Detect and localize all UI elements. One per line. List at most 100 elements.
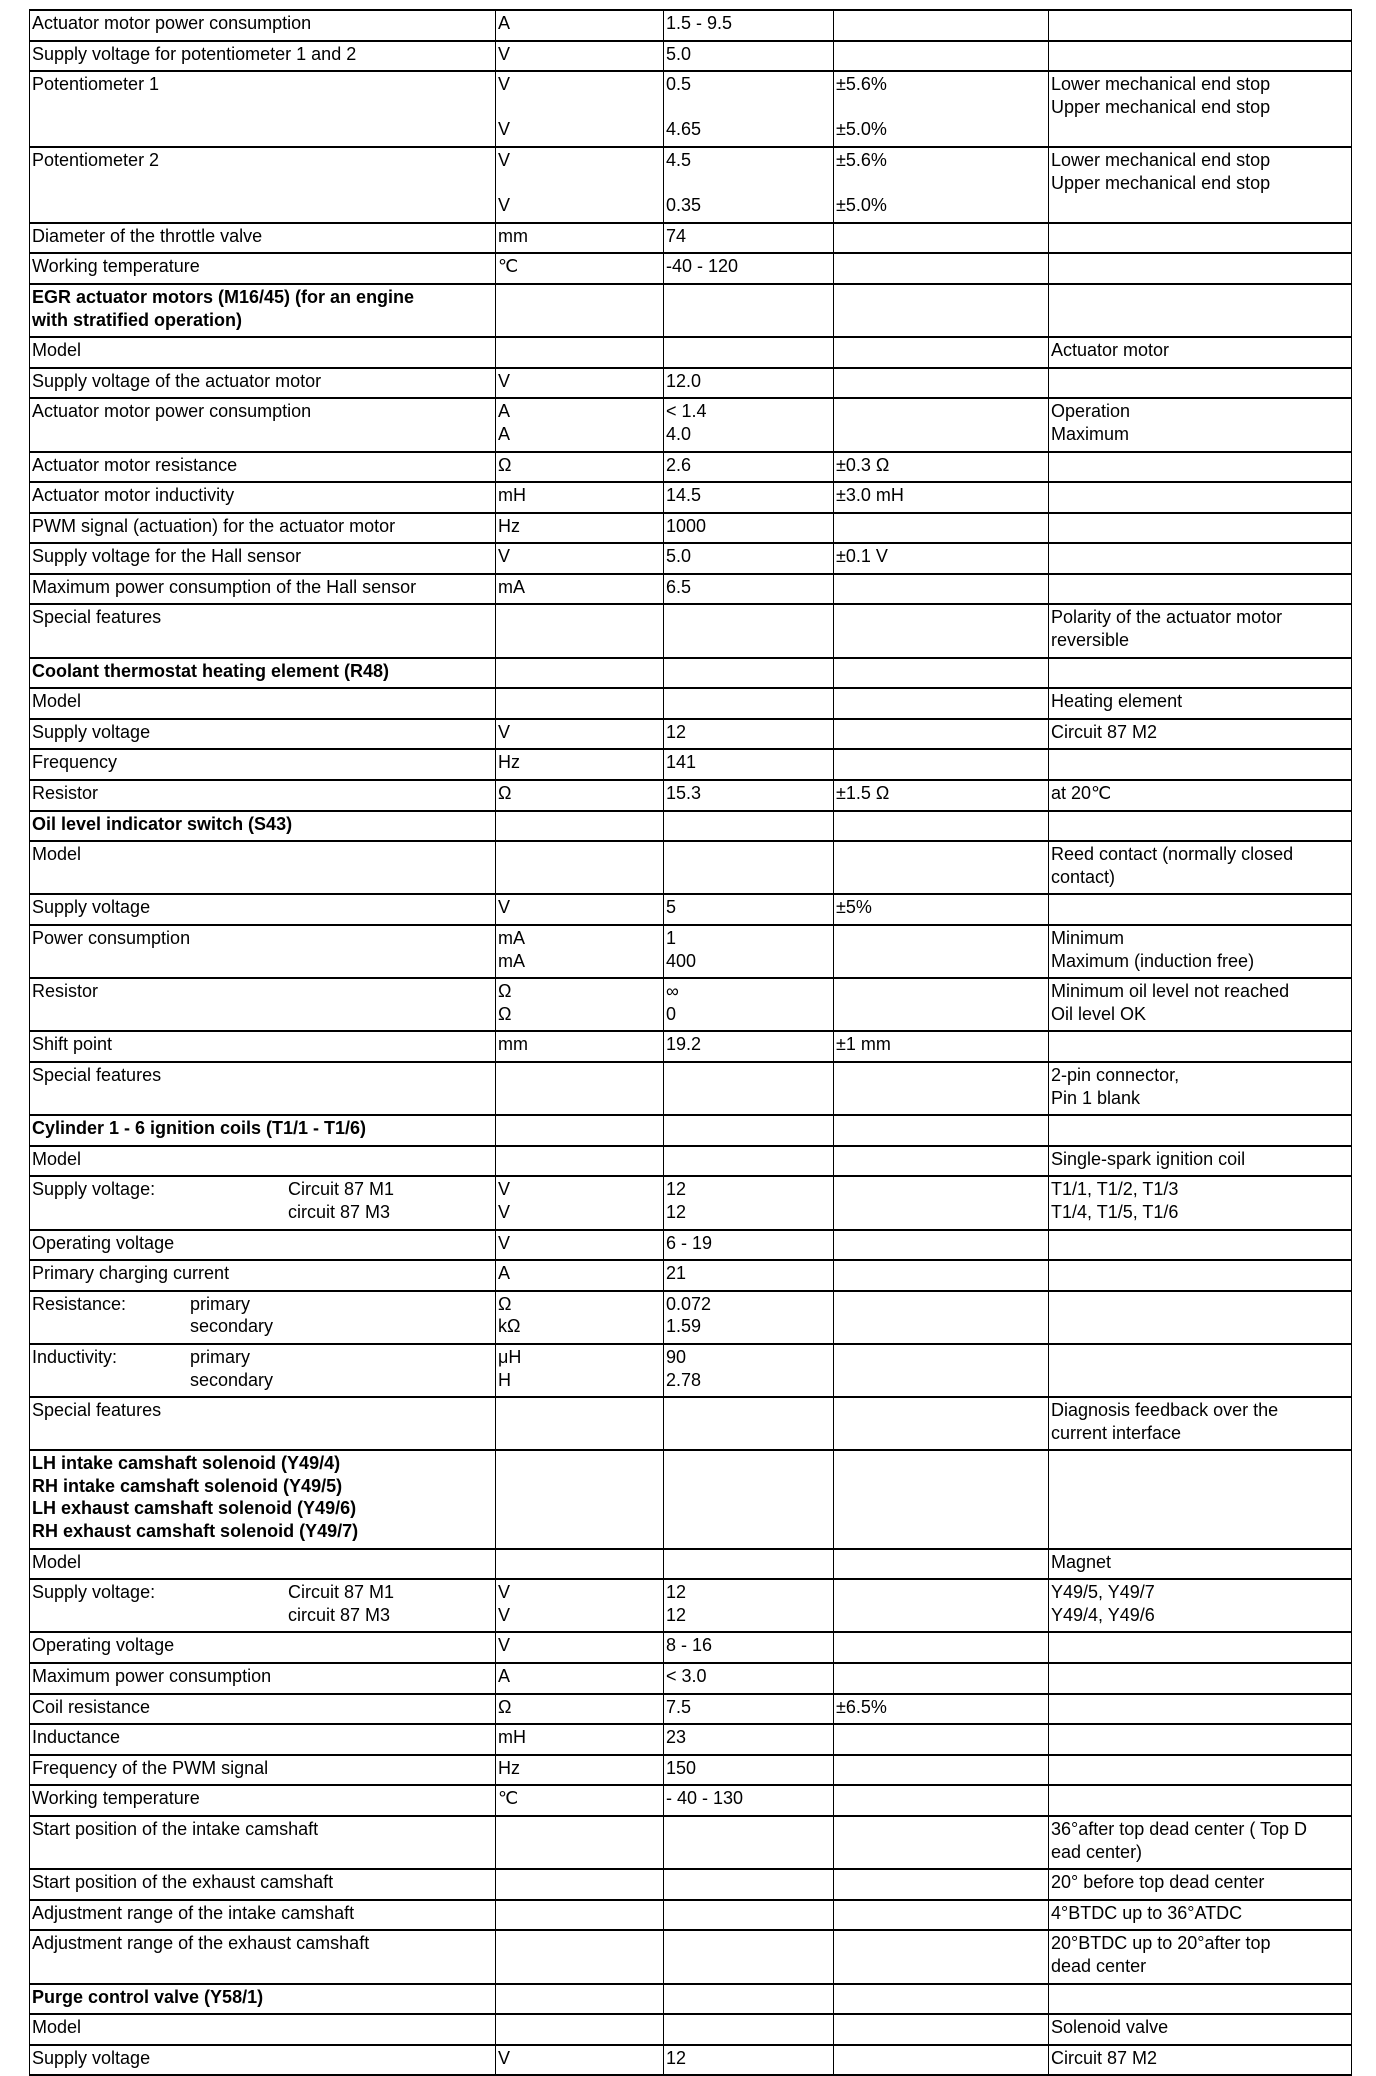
value-cell [663,282,834,339]
remarks-cell [1048,893,1352,926]
table-row: Supply voltage of the actuator motor V 12.… [29,366,1352,400]
remarks-cell: Heating element [1048,687,1352,720]
parameter-with-subitems: Resistance: primary secondary [32,1293,493,1338]
parameter-cell: Supply voltage of the actuator motor [29,366,496,400]
remarks-cell [1048,1114,1352,1147]
value-cell: 6 - 19 [663,1228,834,1262]
table-row: Model Actuator motor [29,336,1352,369]
tolerance-cell [833,1228,1049,1262]
unit-cell: V [495,39,664,73]
unit-cell [495,2013,664,2046]
remarks-cell [1048,9,1352,42]
unit-cell [495,1547,664,1581]
tolerance-cell [833,1784,1049,1817]
tolerance-cell [833,1578,1049,1634]
table-row: Adjustment range of the exhaust camshaft… [29,1929,1352,1985]
value-cell: - 40 - 130 [663,1784,834,1817]
remarks-cell: Minimum oil level not reached Oil level … [1048,977,1352,1033]
remarks-cell [1048,1289,1352,1345]
tolerance-cell [833,2013,1049,2046]
parameter-with-subitems: Inductivity: primary secondary [32,1346,493,1391]
table-row: Maximum power consumption A < 3.0 [29,1662,1352,1695]
remarks-cell [1048,450,1352,484]
tolerance-cell [833,366,1049,400]
table-row: Frequency of the PWM signal Hz 150 [29,1753,1352,1787]
tolerance-cell [833,1723,1049,1756]
value-cell: 150 [663,1753,834,1787]
value-cell [663,656,834,690]
table-row: Supply voltage: Circuit 87 M1 circuit 87 … [29,1175,1352,1231]
value-cell: < 1.4 4.0 [663,397,834,453]
table-row: Operating voltage V 8 - 16 [29,1631,1352,1665]
parameter-cell: Working temperature [29,252,496,285]
parameter-cell: Primary charging current [29,1259,496,1292]
section-header-row: LH intake camshaft solenoid (Y49/4) RH i… [29,1449,1352,1550]
unit-cell: V [495,1631,664,1665]
value-cell [663,1449,834,1550]
tolerance-cell [833,282,1049,339]
tolerance-cell: ±1.5 Ω [833,779,1049,812]
value-cell: 2.6 [663,450,834,484]
tolerance-cell: ±5.6% ±5.0% [833,70,1049,148]
remarks-cell [1048,748,1352,782]
table-row: Model Solenoid valve [29,2013,1352,2046]
table-row: Frequency Hz 141 [29,748,1352,782]
tolerance-cell [833,656,1049,690]
tolerance-cell [833,39,1049,73]
unit-cell: A [495,1662,664,1695]
unit-cell: Ω Ω [495,977,664,1033]
value-cell: -40 - 120 [663,252,834,285]
value-cell [663,2013,834,2046]
section-header-row: Purge control valve (Y58/1) [29,1982,1352,2016]
tolerance-cell [833,1662,1049,1695]
tolerance-cell [833,1289,1049,1345]
tolerance-cell [833,336,1049,369]
remarks-cell: Magnet [1048,1547,1352,1581]
unit-cell: Ω [495,779,664,812]
tolerance-cell: ±6.5% [833,1692,1049,1726]
tolerance-cell [833,717,1049,751]
tolerance-cell [833,809,1049,843]
parameter-cell: Oil level indicator switch (S43) [29,809,496,843]
parameter-cell: Maximum power consumption [29,1662,496,1695]
table-row: Working temperature ℃ - 40 - 130 [29,1784,1352,1817]
parameter-with-subitems: Supply voltage: Circuit 87 M1 circuit 87 … [32,1178,493,1223]
tolerance-cell [833,1753,1049,1787]
parameter-cell: Purge control valve (Y58/1) [29,1982,496,2016]
parameter-cell: Supply voltage [29,717,496,751]
value-cell [663,1547,834,1581]
value-cell [663,1929,834,1985]
unit-cell: μH H [495,1342,664,1399]
remarks-cell: Actuator motor [1048,336,1352,369]
parameter-label: Supply voltage: [32,1582,156,1603]
parameter-cell: Resistance: primary secondary [29,1289,496,1345]
value-cell [663,1144,834,1178]
parameter-subitems: Circuit 87 M1 circuit 87 M3 [288,1582,395,1625]
table-row: Shift point mm 19.2 ±1 mm [29,1030,1352,1063]
parameter-cell: Resistor [29,977,496,1033]
parameter-cell: Start position of the intake camshaft [29,1814,496,1871]
tolerance-cell [833,1259,1049,1292]
value-cell: 5.0 [663,39,834,73]
specifications-table-body: Actuator motor power consumption A 1.5 - 9… [29,9,1352,2076]
parameter-cell: Supply voltage for the Hall sensor [29,542,496,575]
unit-cell: Hz [495,748,664,782]
value-cell: 12 [663,2043,834,2076]
parameter-cell: Supply voltage [29,2043,496,2076]
value-cell: 21 [663,1259,834,1292]
table-row: Working temperature ℃ -40 - 120 [29,252,1352,285]
parameter-cell: Actuator motor power consumption [29,9,496,42]
value-cell: 6.5 [663,572,834,606]
parameter-cell: Resistor [29,779,496,812]
unit-cell: A [495,9,664,42]
unit-cell [495,687,664,720]
parameter-cell: Working temperature [29,1784,496,1817]
table-row: Inductivity: primary secondary μH H 90 2.78 [29,1342,1352,1399]
remarks-cell [1048,1259,1352,1292]
tolerance-cell [833,1631,1049,1665]
remarks-cell: Lower mechanical end stop Upper mechanic… [1048,70,1352,148]
unit-cell: V [495,717,664,751]
table-row: Inductance mH 23 [29,1723,1352,1756]
parameter-cell: Cylinder 1 - 6 ignition coils (T1/1 - T1… [29,1114,496,1147]
value-cell [663,1898,834,1932]
